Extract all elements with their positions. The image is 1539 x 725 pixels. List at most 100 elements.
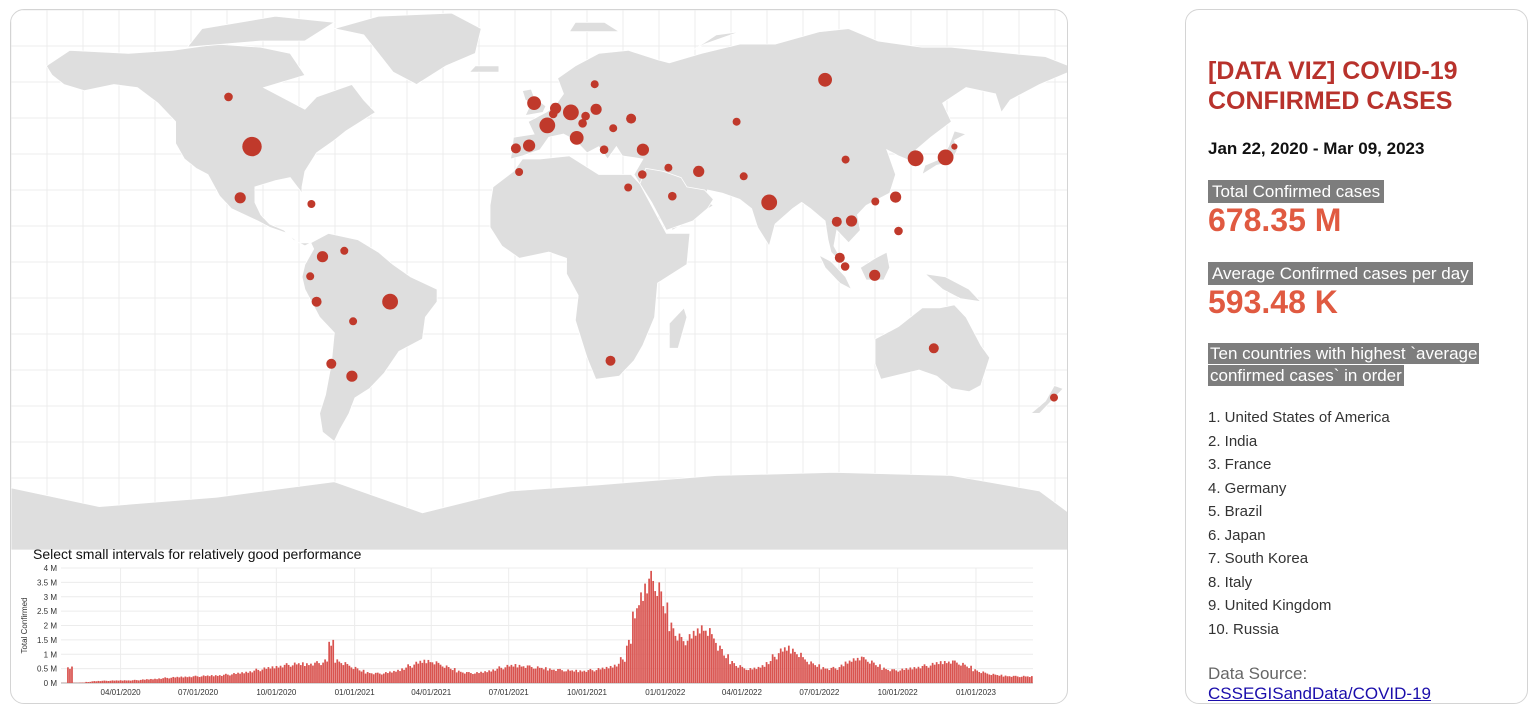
- bar: [737, 667, 740, 683]
- bubble-portugal[interactable]: [510, 143, 521, 154]
- bar: [111, 680, 114, 683]
- bubble-brazil[interactable]: [382, 293, 398, 310]
- bubble-mexico[interactable]: [234, 192, 246, 204]
- bar: [89, 681, 92, 683]
- bubble-peru[interactable]: [311, 296, 322, 307]
- bubble-romania[interactable]: [609, 124, 618, 133]
- bar: [360, 671, 363, 683]
- bar: [441, 666, 444, 683]
- bar: [725, 658, 727, 683]
- bar: [798, 657, 800, 683]
- bubble-cuba[interactable]: [307, 200, 316, 208]
- bar: [129, 680, 132, 683]
- bubble-india[interactable]: [761, 194, 778, 211]
- bar: [785, 650, 788, 683]
- bubble-italy[interactable]: [569, 131, 584, 145]
- bubble-morocco[interactable]: [515, 168, 524, 176]
- x-tick-label: 01/01/2021: [335, 688, 376, 697]
- bubble-australia[interactable]: [928, 343, 939, 354]
- bubble-austria[interactable]: [578, 119, 587, 128]
- bar: [650, 570, 652, 684]
- bubble-israel[interactable]: [638, 170, 647, 179]
- bubble-czechia[interactable]: [581, 111, 590, 121]
- bubble-sweden[interactable]: [590, 80, 599, 89]
- bubble-thailand[interactable]: [831, 216, 842, 227]
- timeline-chart[interactable]: 0 M 0.5 M 1 M 1.5 M 2 M 2.5 M 3 M 3.5 M 4 M 04/01…: [11, 562, 1068, 704]
- bar: [113, 680, 116, 683]
- bubble-japan[interactable]: [937, 149, 954, 166]
- bar: [672, 628, 675, 683]
- bubble-poland[interactable]: [590, 103, 602, 115]
- bar: [172, 676, 175, 683]
- bubble-canada[interactable]: [224, 92, 233, 102]
- bar: [567, 669, 569, 683]
- bubble-chile[interactable]: [326, 358, 337, 369]
- bubble-malaysia[interactable]: [834, 252, 845, 263]
- bubble-taiwan[interactable]: [890, 191, 902, 203]
- list-item: 5. Brazil: [1208, 503, 1263, 520]
- bar: [982, 671, 985, 683]
- bubble-new-zealand[interactable]: [1050, 393, 1058, 402]
- bubble-france[interactable]: [539, 117, 556, 134]
- bubble-united-states-of-america[interactable]: [242, 136, 262, 157]
- bar: [397, 669, 399, 683]
- bar: [241, 672, 243, 683]
- bar: [945, 663, 948, 683]
- bar: [931, 662, 934, 684]
- bubble-ukraine[interactable]: [626, 113, 637, 124]
- bubble-greece[interactable]: [599, 145, 609, 154]
- bar: [291, 665, 294, 683]
- bar: [984, 672, 987, 683]
- bar: [656, 595, 659, 683]
- bubble-germany[interactable]: [563, 104, 579, 121]
- bubble-turkey[interactable]: [636, 143, 650, 156]
- bubble-kazakhstan[interactable]: [732, 117, 741, 126]
- bubble-vietnam[interactable]: [845, 215, 858, 227]
- bar: [472, 674, 474, 683]
- bubble-bolivia[interactable]: [349, 317, 358, 326]
- bubble-united-kingdom[interactable]: [527, 96, 541, 110]
- bar: [1030, 676, 1033, 683]
- bar: [255, 668, 258, 684]
- bar: [348, 665, 351, 683]
- bar: [941, 664, 944, 683]
- bar: [812, 663, 814, 683]
- bar: [409, 665, 412, 683]
- bar: [954, 660, 956, 683]
- bubble-iraq[interactable]: [664, 163, 673, 172]
- bubble-china[interactable]: [841, 155, 850, 164]
- bar: [1010, 676, 1013, 683]
- data-source-link[interactable]: CSSEGISandData/COVID-19: [1208, 684, 1431, 703]
- bar: [561, 670, 563, 683]
- bubble-russia[interactable]: [818, 72, 832, 87]
- bar: [265, 668, 268, 683]
- bar: [115, 680, 118, 683]
- bar: [765, 662, 768, 683]
- bubble-hong-kong[interactable]: [871, 197, 880, 206]
- bar: [399, 671, 401, 683]
- bubble-egypt[interactable]: [624, 183, 633, 192]
- bar: [516, 667, 519, 683]
- bubble-spain[interactable]: [523, 139, 536, 152]
- bubble-ecuador[interactable]: [306, 272, 315, 281]
- bubble-venezuela[interactable]: [340, 246, 349, 255]
- bubble-south-africa[interactable]: [605, 355, 616, 366]
- world-map[interactable]: [11, 10, 1068, 550]
- bar: [457, 670, 460, 683]
- bubble-philippines[interactable]: [894, 226, 903, 236]
- bubble-singapore[interactable]: [840, 262, 850, 271]
- bubble-south-korea[interactable]: [907, 150, 924, 167]
- top-countries-label: Ten countries with highest `average conf…: [1208, 343, 1490, 387]
- bubble-japan-2[interactable]: [951, 143, 958, 150]
- bubble-indonesia[interactable]: [869, 269, 881, 281]
- bar: [87, 682, 90, 683]
- bubble-belgium[interactable]: [548, 109, 558, 119]
- bar: [378, 673, 381, 683]
- bubble-saudi-arabia[interactable]: [668, 191, 677, 201]
- bubble-iran[interactable]: [693, 165, 705, 177]
- bar: [1004, 675, 1007, 683]
- bubble-pakistan[interactable]: [739, 172, 748, 181]
- bubble-argentina[interactable]: [346, 370, 358, 382]
- bar: [496, 668, 499, 683]
- bubble-colombia[interactable]: [316, 251, 329, 263]
